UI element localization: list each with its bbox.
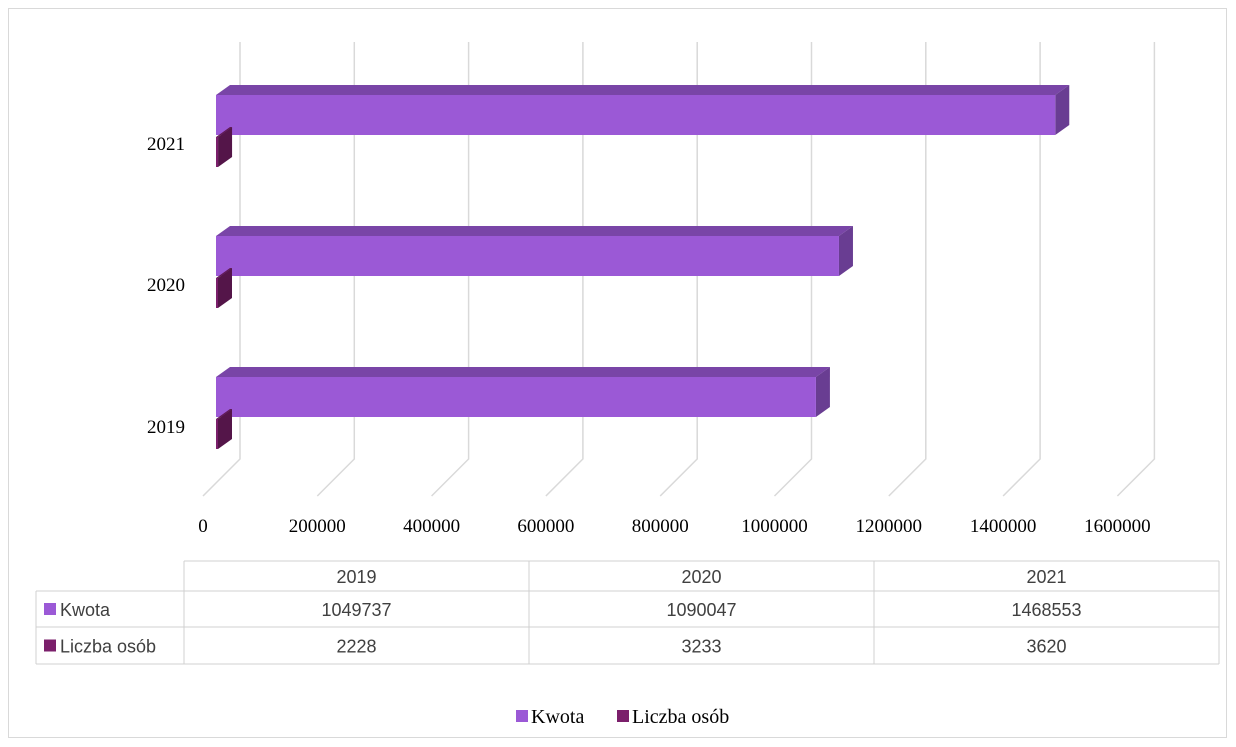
bar-front-face <box>216 419 218 449</box>
x-tick-label: 600000 <box>517 516 574 537</box>
bar-liczba-osob-2019 <box>216 409 232 449</box>
x-tick-label: 200000 <box>289 516 346 537</box>
table-cell: 1090047 <box>666 600 736 620</box>
bar-top-face <box>216 268 232 278</box>
bar-side-face <box>838 226 853 276</box>
category-label: 2021 <box>147 134 185 155</box>
gridline <box>773 42 813 497</box>
bar-side-face <box>218 409 232 449</box>
bar-front-face <box>216 377 816 417</box>
bar-side-face <box>815 367 830 417</box>
bar-top-face <box>216 409 232 419</box>
table-row-label: Liczba osób <box>60 637 156 657</box>
table-header-cell: 2019 <box>336 567 376 587</box>
gridline <box>888 42 927 497</box>
bar-top-face <box>216 226 853 236</box>
table-cell: 3233 <box>681 637 721 657</box>
x-tick-label: 800000 <box>632 516 689 537</box>
gridline <box>316 42 356 497</box>
legend-key <box>516 710 528 722</box>
category-label: 2020 <box>147 275 185 296</box>
bar-kwota-2019 <box>216 367 830 417</box>
table-legend-key <box>44 603 56 615</box>
legend-label: Kwota <box>531 706 584 728</box>
x-tick-label: 400000 <box>403 516 460 537</box>
bar-front-face <box>216 278 218 308</box>
table-cell: 1049737 <box>321 600 391 620</box>
gridline <box>659 42 698 497</box>
x-tick-label: 1200000 <box>856 516 923 537</box>
gridline <box>545 42 584 497</box>
x-tick-label: 1000000 <box>741 516 808 537</box>
table-header-cell: 2020 <box>681 567 721 587</box>
gridline <box>431 42 470 497</box>
table-cell: 1468553 <box>1011 600 1081 620</box>
bar-top-face <box>216 127 233 137</box>
x-tick-label: 0 <box>198 516 208 537</box>
bar-liczba-osob-2021 <box>216 127 233 167</box>
table-legend-key <box>44 639 56 652</box>
category-label: 2019 <box>147 417 185 438</box>
x-tick-label: 1600000 <box>1084 516 1151 537</box>
bar-side-face <box>218 127 233 167</box>
legend-key <box>617 710 629 722</box>
table-header-cell: 2021 <box>1026 567 1066 587</box>
bar-side-face <box>1055 85 1070 135</box>
x-tick-label: 1400000 <box>970 516 1037 537</box>
gridline <box>1116 42 1156 497</box>
table-cell: 3620 <box>1026 637 1066 657</box>
bar-front-face <box>216 95 1056 135</box>
bar-kwota-2021 <box>216 85 1070 135</box>
table-row-label: Kwota <box>60 600 111 620</box>
bar-top-face <box>216 367 830 377</box>
gridline <box>1002 42 1041 497</box>
bar-front-face <box>216 137 219 167</box>
legend-label: Liczba osób <box>632 706 729 728</box>
bar-kwota-2020 <box>216 226 853 276</box>
bar-side-face <box>218 268 232 308</box>
bar-liczba-osob-2020 <box>216 268 232 308</box>
bar-front-face <box>216 236 839 276</box>
bar-top-face <box>216 85 1070 95</box>
gridline <box>202 42 241 497</box>
table-cell: 2228 <box>336 637 376 657</box>
